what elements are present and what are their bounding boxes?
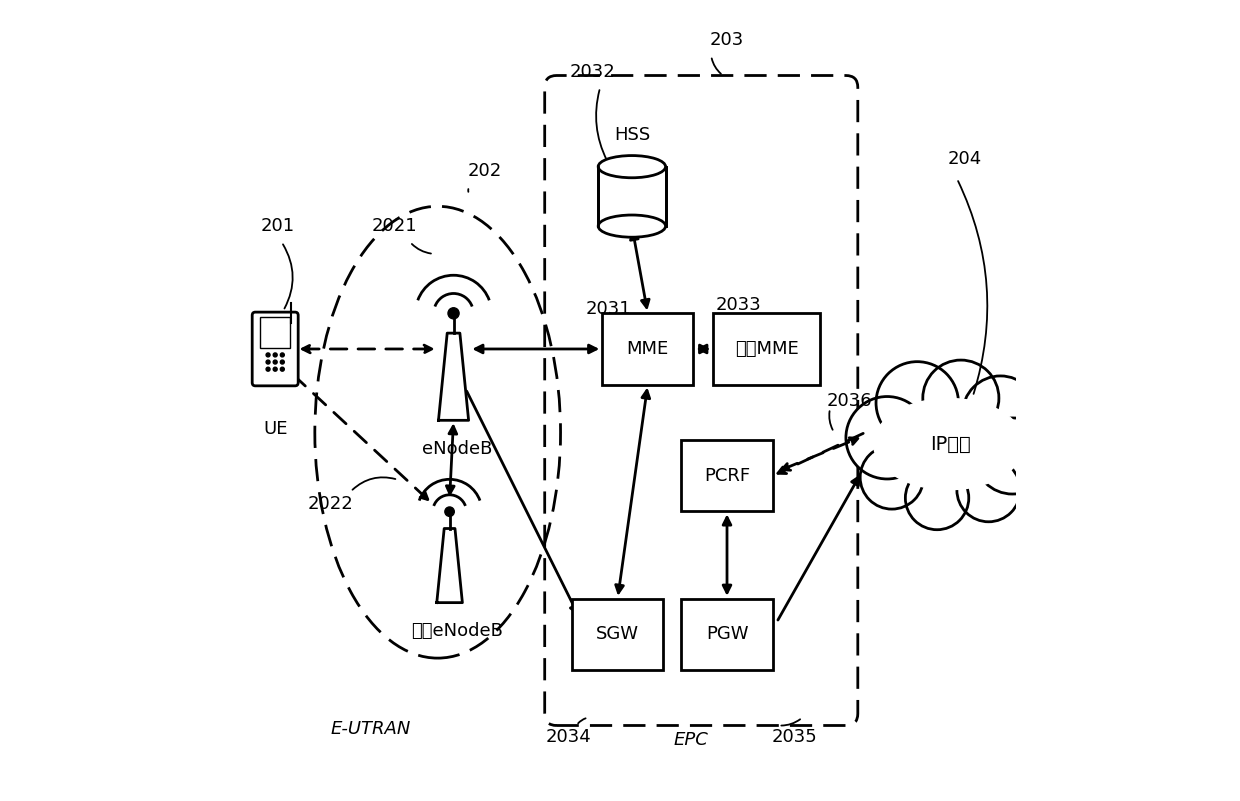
Text: 其它eNodeB: 其它eNodeB [412,622,503,641]
Bar [682,598,773,670]
Circle shape [267,360,270,364]
Text: 2033: 2033 [715,296,761,314]
Text: PCRF: PCRF [704,467,750,485]
Circle shape [280,353,284,357]
Circle shape [905,466,968,529]
Bar [682,440,773,512]
Ellipse shape [598,155,666,178]
Text: 204: 204 [947,150,982,167]
Text: 2031: 2031 [585,300,631,318]
FancyBboxPatch shape [252,312,298,386]
Text: 其它MME: 其它MME [735,340,799,358]
Ellipse shape [598,215,666,237]
Circle shape [280,360,284,364]
Bar [603,313,693,384]
Text: 2022: 2022 [308,494,353,513]
Text: PGW: PGW [706,626,748,643]
Text: IP业务: IP业务 [930,435,971,453]
Polygon shape [436,529,463,602]
Circle shape [975,418,1050,494]
Circle shape [273,367,278,371]
Text: 202: 202 [469,162,502,179]
Bar [713,313,820,384]
Circle shape [962,376,1039,452]
Bar [572,598,663,670]
Circle shape [445,507,454,517]
Text: 2035: 2035 [771,728,817,747]
Text: 2034: 2034 [546,728,591,747]
Circle shape [267,353,270,357]
Circle shape [280,367,284,371]
Circle shape [273,353,278,357]
Circle shape [861,445,924,509]
Circle shape [267,367,270,371]
Bar [260,317,290,348]
Circle shape [273,360,278,364]
Text: EPC: EPC [673,731,709,749]
Circle shape [875,362,959,444]
Text: E-UTRAN: E-UTRAN [330,720,410,739]
Text: MME: MME [626,340,668,358]
Text: 2021: 2021 [371,217,417,235]
Ellipse shape [874,399,1024,489]
Text: SGW: SGW [596,626,639,643]
Text: UE: UE [263,421,288,438]
Text: HSS: HSS [614,126,650,144]
Circle shape [846,396,929,479]
Polygon shape [439,333,469,421]
Text: 2036: 2036 [827,392,873,409]
Bar [598,167,666,226]
Circle shape [957,458,1021,521]
Text: 201: 201 [260,217,295,235]
Text: eNodeB: eNodeB [423,440,492,458]
Text: 203: 203 [709,30,744,49]
Circle shape [448,308,459,319]
Circle shape [923,360,999,437]
Text: 2032: 2032 [569,62,615,81]
